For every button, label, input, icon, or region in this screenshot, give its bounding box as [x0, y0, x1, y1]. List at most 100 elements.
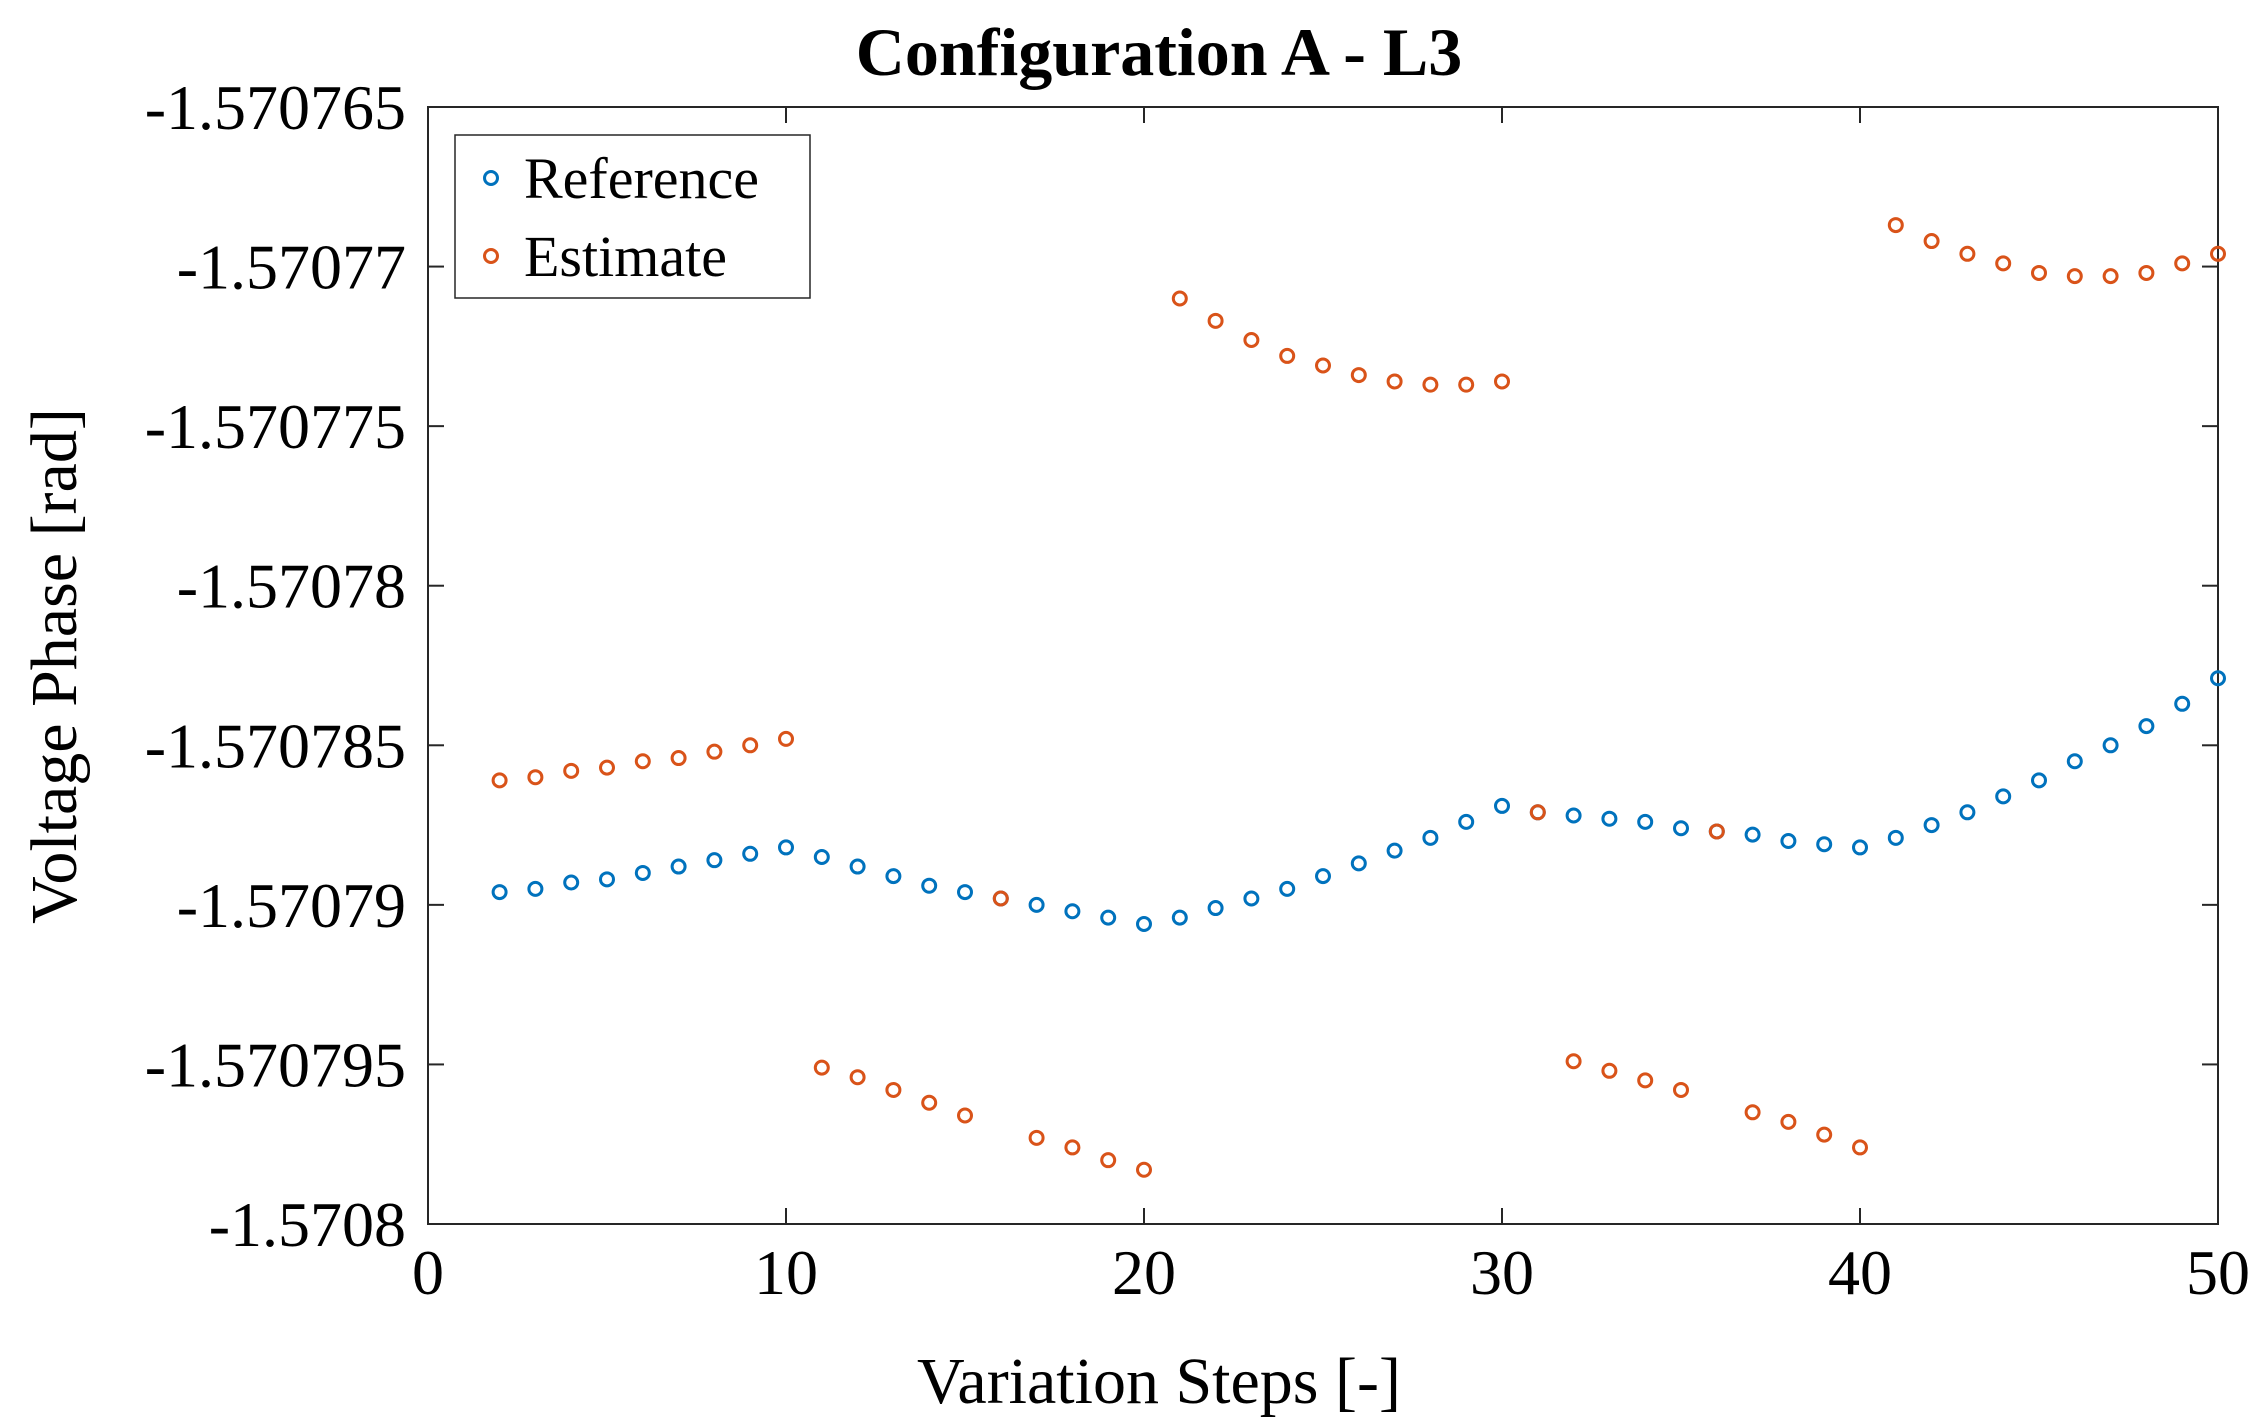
x-tick-label: 50 [2186, 1237, 2250, 1308]
estimate-point [1100, 1152, 1117, 1169]
legend-box [454, 134, 811, 299]
estimate-point [670, 750, 687, 767]
estimate-point [2210, 245, 2226, 262]
reference-point [849, 858, 866, 875]
estimate-point [1565, 1053, 1582, 1070]
reference-point [1601, 810, 1618, 827]
estimate-point [1350, 367, 1367, 384]
reference-point [1744, 826, 1761, 843]
estimate-point [742, 737, 759, 754]
estimate-point [1207, 312, 1224, 329]
reference-point [1852, 839, 1868, 856]
reference-point [1887, 829, 1904, 846]
y-axis-ticks: -1.5708 -1.570795 -1.57079 -1.570785 -1.5707… [145, 72, 2218, 1260]
estimate-point [1816, 1126, 1833, 1143]
estimate-point [1064, 1139, 1081, 1156]
reference-point [706, 852, 723, 869]
reference-point [1100, 909, 1117, 926]
estimate-point [1279, 347, 1296, 364]
estimate-point [1529, 804, 1546, 821]
estimate-point [1028, 1129, 1045, 1146]
reference-point [885, 868, 902, 885]
y-tick-label: -1.5708 [209, 1189, 406, 1260]
estimate-point [2066, 268, 2083, 285]
reference-point [2138, 718, 2155, 735]
reference-point [2066, 753, 2083, 770]
estimate-point [992, 890, 1009, 907]
estimate-point [2102, 268, 2119, 285]
x-tick-label: 10 [754, 1237, 818, 1308]
reference-point [1136, 916, 1152, 933]
estimate-point [849, 1069, 866, 1086]
y-tick-label: -1.57079 [177, 870, 406, 941]
axes-box [427, 106, 2219, 1225]
reference-point [2031, 772, 2047, 789]
estimate-point [1887, 217, 1904, 234]
reference-point [1243, 890, 1260, 907]
x-axis-ticks: 0 10 20 30 40 50 [412, 107, 2250, 1308]
estimate-point [778, 730, 794, 747]
reference-point [1494, 797, 1510, 814]
reference-point [1458, 813, 1475, 830]
estimate-point [1601, 1062, 1618, 1079]
reference-point [634, 864, 651, 881]
estimate-point [813, 1059, 830, 1076]
estimate-point [1708, 823, 1725, 840]
estimate-point [527, 769, 544, 786]
estimate-point [2031, 264, 2047, 281]
x-axis-label: Variation Steps [-] [917, 1345, 1401, 1418]
estimate-point [1494, 373, 1510, 390]
estimate-point [1673, 1081, 1689, 1098]
estimate-point [1315, 357, 1331, 374]
reference-point [1923, 817, 1940, 834]
reference-point [1995, 788, 2012, 805]
reference-point [563, 874, 580, 891]
reference-point [1565, 807, 1582, 824]
reference-point [1207, 900, 1224, 917]
estimate-point [706, 743, 723, 760]
reference-point [1315, 868, 1331, 885]
reference-point [1171, 909, 1188, 926]
reference-point [2210, 670, 2226, 687]
estimate-point [1959, 245, 1976, 262]
reference-point [957, 884, 973, 901]
reference-point [1028, 896, 1045, 913]
reference-point [1064, 903, 1081, 920]
reference-point [1780, 833, 1797, 850]
estimate-point [1923, 233, 1940, 250]
y-tick-label: -1.57077 [177, 232, 406, 303]
reference-point [1279, 880, 1296, 897]
y-tick-label: -1.570765 [145, 72, 406, 143]
y-tick-label: -1.570785 [145, 710, 406, 781]
estimate-point [1637, 1072, 1654, 1089]
reference-point [1673, 820, 1689, 837]
estimate-point [1422, 376, 1439, 393]
estimate-point [634, 753, 651, 770]
plot-area [427, 106, 2219, 1225]
reference-point [2102, 737, 2119, 754]
estimate-point [599, 759, 615, 776]
reference-point [1386, 842, 1403, 859]
estimate-point [1171, 290, 1188, 307]
series-reference [491, 670, 2226, 933]
y-tick-label: -1.570795 [145, 1029, 406, 1100]
estimate-point [1386, 373, 1403, 390]
reference-point [670, 858, 687, 875]
estimate-point [1995, 255, 2012, 272]
series-estimate [491, 217, 2226, 1178]
estimate-point [1744, 1104, 1761, 1121]
reference-point [742, 845, 759, 862]
estimate-point [563, 762, 580, 779]
legend-label-reference: Reference [524, 146, 759, 211]
reference-point [1422, 829, 1439, 846]
legend-label-estimate: Estimate [524, 224, 727, 289]
y-tick-label: -1.570775 [145, 391, 406, 462]
chart-title: Configuration A - L3 [856, 14, 1462, 90]
x-tick-label: 20 [1112, 1237, 1176, 1308]
estimate-point [1136, 1161, 1152, 1178]
estimate-point [921, 1094, 938, 1111]
estimate-point [491, 772, 508, 789]
legend-marker-reference [483, 170, 499, 186]
